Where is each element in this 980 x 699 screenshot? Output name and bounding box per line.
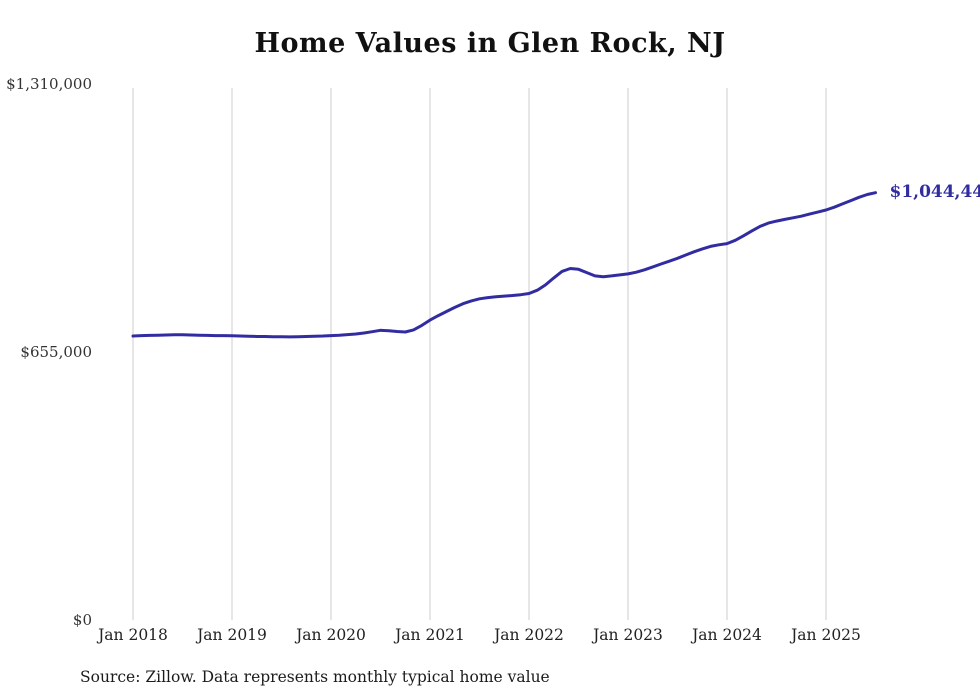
x-tick-label: Jan 2025 [791,626,861,644]
y-tick-label: $655,000 [20,343,92,361]
x-tick-label: Jan 2022 [494,626,564,644]
x-tick-label: Jan 2021 [395,626,465,644]
y-tick-label: $0 [72,611,92,629]
x-tick-label: Jan 2018 [98,626,168,644]
chart-title: Home Values in Glen Rock, NJ [254,28,726,59]
y-tick-label: $1,310,000 [6,75,92,93]
end-value-label: $1,044,446 [889,181,980,202]
x-tick-label: Jan 2024 [692,626,762,644]
home-value-line [131,191,877,339]
x-tick-label: Jan 2019 [197,626,267,644]
x-tick-label: Jan 2023 [593,626,663,644]
x-tick-label: Jan 2020 [296,626,366,644]
source-note: Source: Zillow. Data represents monthly … [80,668,550,686]
